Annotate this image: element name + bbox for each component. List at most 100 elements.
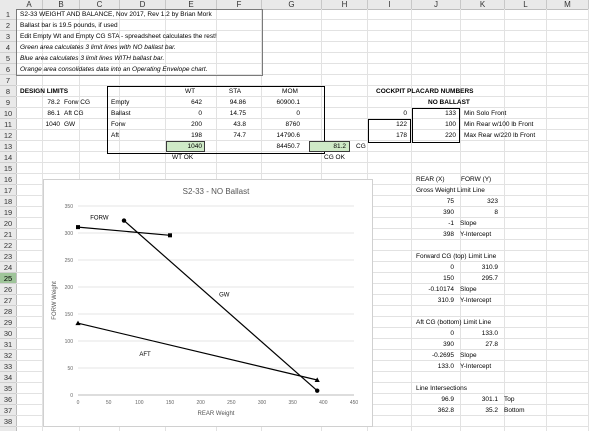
column-header-l[interactable]: L <box>505 0 547 9</box>
fwd-line-title[interactable]: Forward CG (top) Limit Line <box>416 253 497 260</box>
wt-ok[interactable]: WT OK <box>172 154 194 161</box>
gw-p1-x[interactable]: 75 <box>446 198 454 205</box>
design-limit-gw-label[interactable]: GW <box>64 121 76 128</box>
column-header-m[interactable]: M <box>547 0 589 9</box>
placard-r1-text[interactable]: Min Solo Front <box>464 110 507 117</box>
column-header-e[interactable]: E <box>166 0 217 9</box>
column-header-g[interactable]: G <box>262 0 322 9</box>
aft-label[interactable]: Aft <box>111 132 119 139</box>
fwd-slope-label[interactable]: Slope <box>460 286 477 293</box>
row-header-6[interactable]: 6 <box>0 64 16 75</box>
aft-sta[interactable]: 74.7 <box>233 132 246 139</box>
note-green[interactable]: Green area calculates 3 limit lines with… <box>20 44 176 51</box>
aft-intercept-value[interactable]: 133.0 <box>437 363 454 370</box>
ballast-label[interactable]: Ballast <box>111 110 131 117</box>
column-header-d[interactable]: D <box>120 0 166 9</box>
sta-header[interactable]: STA <box>228 88 242 95</box>
row-header-29[interactable]: 29 <box>0 317 16 328</box>
column-header-c[interactable]: C <box>80 0 120 9</box>
aft-p2-y[interactable]: 27.8 <box>485 341 498 348</box>
empty-sta[interactable]: 94.86 <box>229 99 246 106</box>
row-header-20[interactable]: 20 <box>0 218 16 229</box>
row-header-38[interactable]: 38 <box>0 416 16 427</box>
empty-label[interactable]: Empty <box>111 99 130 106</box>
aft-p1-x[interactable]: 0 <box>450 330 454 337</box>
row-header-15[interactable]: 15 <box>0 163 16 174</box>
row-header-10[interactable]: 10 <box>0 108 16 119</box>
placard-r3-text[interactable]: Max Rear w/220 lb Front <box>464 132 536 139</box>
aft-wt[interactable]: 198 <box>191 132 202 139</box>
row-header-19[interactable]: 19 <box>0 207 16 218</box>
row-header-22[interactable]: 22 <box>0 240 16 251</box>
note-title[interactable]: S2-33 WEIGHT AND BALANCE, Nov 2017, Rev … <box>20 11 212 18</box>
placard-r1-j[interactable]: 133 <box>445 110 456 117</box>
int-bottom-y[interactable]: 35.2 <box>485 407 498 414</box>
note-edit[interactable]: Edit Empty Wt and Empty CG STA - spreads… <box>20 33 217 40</box>
fwd-p1-y[interactable]: 310.9 <box>481 264 498 271</box>
row-header-23[interactable]: 23 <box>0 251 16 262</box>
row-header-9[interactable]: 9 <box>0 97 16 108</box>
row-header-21[interactable]: 21 <box>0 229 16 240</box>
row-header-33[interactable]: 33 <box>0 361 16 372</box>
gw-intercept-value[interactable]: 398 <box>443 231 454 238</box>
gw-slope-label[interactable]: Slope <box>460 220 477 227</box>
row-header-16[interactable]: 16 <box>0 174 16 185</box>
fwd-p2-y[interactable]: 295.7 <box>481 275 498 282</box>
row-header-3[interactable]: 3 <box>0 31 16 42</box>
total-wt-cell[interactable] <box>166 141 205 152</box>
row-header-5[interactable]: 5 <box>0 53 16 64</box>
fwd-intercept-value[interactable]: 310.9 <box>437 297 454 304</box>
int-bottom-x[interactable]: 362.8 <box>437 407 454 414</box>
cg-cell[interactable] <box>309 141 350 152</box>
mom-header[interactable]: MOM <box>282 88 298 95</box>
aft-intercept-label[interactable]: Y-Intercept <box>460 363 492 370</box>
row-header-4[interactable]: 4 <box>0 42 16 53</box>
design-limits-title[interactable]: DESIGN LIMITS <box>20 88 69 95</box>
row-header-32[interactable]: 32 <box>0 350 16 361</box>
gw-intercept-label[interactable]: Y-Intercept <box>460 231 492 238</box>
note-orange[interactable]: Orange area consolidates data into an Op… <box>20 66 208 73</box>
fwd-p1-x[interactable]: 0 <box>450 264 454 271</box>
int-top-label[interactable]: Top <box>504 396 515 403</box>
row-header-17[interactable]: 17 <box>0 185 16 196</box>
row-header-14[interactable]: 14 <box>0 152 16 163</box>
ballast-wt[interactable]: 0 <box>198 110 202 117</box>
placard-title[interactable]: COCKPIT PLACARD NUMBERS <box>376 88 474 95</box>
row-header-35[interactable]: 35 <box>0 383 16 394</box>
cg-ok[interactable]: CG OK <box>324 154 345 161</box>
row-header-11[interactable]: 11 <box>0 119 16 130</box>
column-header-k[interactable]: K <box>461 0 505 9</box>
column-header-j[interactable]: J <box>412 0 461 9</box>
rear-x-header[interactable]: REAR (X) <box>416 176 445 183</box>
row-header-26[interactable]: 26 <box>0 284 16 295</box>
row-header-13[interactable]: 13 <box>0 141 16 152</box>
column-header-i[interactable]: I <box>368 0 412 9</box>
placard-r2-i[interactable]: 122 <box>396 121 407 128</box>
row-header-31[interactable]: 31 <box>0 339 16 350</box>
placard-r1-i[interactable]: 0 <box>403 110 407 117</box>
design-limit-aft-label[interactable]: Aft CG <box>64 110 84 117</box>
int-top-y[interactable]: 301.1 <box>481 396 498 403</box>
column-header-b[interactable]: B <box>43 0 80 9</box>
ballast-mom[interactable]: 0 <box>296 110 300 117</box>
forw-sta[interactable]: 43.8 <box>233 121 246 128</box>
int-top-x[interactable]: 96.9 <box>441 396 454 403</box>
row-header-28[interactable]: 28 <box>0 306 16 317</box>
aft-slope-label[interactable]: Slope <box>460 352 477 359</box>
fwd-intercept-label[interactable]: Y-Intercept <box>460 297 492 304</box>
design-limit-gw-value[interactable]: 1040 <box>45 121 60 128</box>
empty-mom[interactable]: 60900.1 <box>276 99 301 106</box>
gw-p1-y[interactable]: 323 <box>487 198 498 205</box>
aft-p1-y[interactable]: 133.0 <box>481 330 498 337</box>
int-bottom-label[interactable]: Bottom <box>504 407 525 414</box>
note-blue[interactable]: Blue area calculates 3 limit lines WITH … <box>20 55 165 62</box>
forw-y-header[interactable]: FORW (Y) <box>461 176 492 183</box>
gw-slope-value[interactable]: -1 <box>448 220 454 227</box>
aft-p2-x[interactable]: 390 <box>443 341 454 348</box>
design-limit-aft-value[interactable]: 86.1 <box>47 110 60 117</box>
row-header-12[interactable]: 12 <box>0 130 16 141</box>
column-header-h[interactable]: H <box>322 0 368 9</box>
forw-label[interactable]: Forw <box>111 121 126 128</box>
total-mom[interactable]: 84450.7 <box>276 143 301 150</box>
placard-r2-text[interactable]: Min Rear w/100 lb Front <box>464 121 534 128</box>
